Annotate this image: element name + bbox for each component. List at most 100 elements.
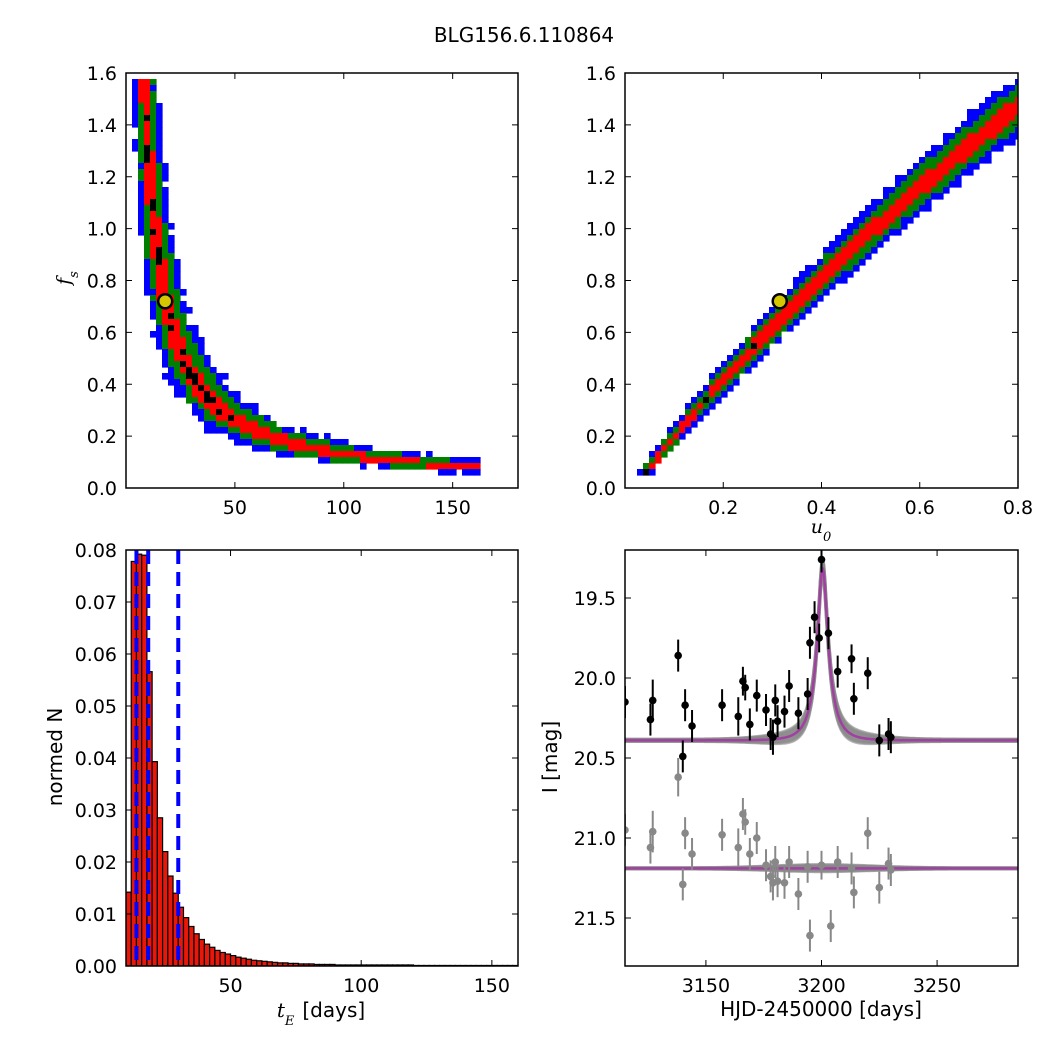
tr-heatmap-cell: [901, 187, 908, 194]
tr-heatmap-cell: [979, 133, 986, 140]
tr-heatmap-cell: [649, 457, 656, 464]
tl-heatmap-cell: [180, 349, 187, 356]
tl-heatmap-cell: [162, 211, 169, 218]
tr-heatmap-cell: [871, 211, 878, 218]
tl-heatmap-cell: [282, 451, 289, 458]
tl-heatmap-cell: [198, 349, 205, 356]
tl-heatmap-cell: [162, 199, 169, 206]
tl-heatmap-cell: [162, 229, 169, 236]
tl-heatmap-cell: [162, 223, 169, 230]
photometry-point: [718, 701, 726, 709]
tl-heatmap-cell: [180, 313, 187, 320]
tr-heatmap-cell: [979, 127, 986, 134]
histogram-bar: [235, 956, 242, 966]
tl-heatmap-cell: [216, 421, 223, 428]
tl-heatmap-cell: [360, 457, 367, 464]
tr-heatmap-cell: [931, 175, 938, 182]
tr-heatmap-cell: [913, 199, 920, 206]
tl-heatmap-cell: [246, 427, 253, 434]
tl-heatmap-cell: [186, 307, 193, 314]
tr-heatmap-cell: [805, 295, 812, 302]
tl-heatmap-cell: [132, 139, 139, 146]
tr-heatmap-cell: [883, 217, 890, 224]
tr-xtick-label: 0.4: [806, 497, 836, 519]
tr-heatmap-cell: [1003, 97, 1010, 104]
tl-heatmap-cell: [222, 427, 229, 434]
tr-heatmap-cell: [763, 313, 770, 320]
fs-axis-label-sub: s: [67, 271, 82, 278]
tr-heatmap-cell: [793, 277, 800, 284]
tl-heatmap-cell: [156, 343, 163, 350]
tr-heatmap-cell: [649, 463, 656, 470]
tl-heatmap-cell: [174, 319, 181, 326]
tr-heatmap-cell: [943, 169, 950, 176]
tl-heatmap-cell: [156, 187, 163, 194]
tl-heatmap-cell: [222, 403, 229, 410]
tl-heatmap-cell: [156, 283, 163, 290]
tr-best-fit-marker: [771, 293, 788, 310]
residual-point: [773, 877, 782, 885]
tr-heatmap-cell: [889, 217, 896, 224]
tl-heatmap-cell: [180, 391, 187, 398]
tr-heatmap-cell: [739, 361, 746, 368]
tl-heatmap-cell: [420, 457, 427, 464]
tl-xtick-label: 50: [223, 497, 247, 519]
tl-heatmap-cell: [360, 451, 367, 458]
tl-heatmap-cell: [132, 109, 139, 116]
tr-heatmap-cell: [739, 349, 746, 356]
tr-heatmap-cell: [997, 139, 1004, 146]
tr-heatmap-cell: [787, 325, 794, 332]
tr-heatmap-cell: [811, 271, 818, 278]
tl-heatmap-cell: [150, 307, 157, 314]
tr-heatmap-cell: [751, 349, 758, 356]
residual-point: [648, 827, 657, 836]
tl-heatmap-cell: [162, 289, 169, 296]
tr-heatmap-cell: [793, 301, 800, 308]
tr-heatmap-cell: [799, 301, 806, 308]
photometry-point: [810, 613, 819, 621]
tl-heatmap-cell: [138, 181, 145, 188]
tr-heatmap-cell: [841, 253, 848, 260]
tr-heatmap-cell: [793, 307, 800, 314]
tr-heatmap-cell: [733, 349, 740, 356]
tr-heatmap-cell: [655, 457, 662, 464]
tl-heatmap-cell: [228, 433, 235, 440]
tl-heatmap-cell: [384, 463, 391, 470]
tr-ytick-label: 1.6: [586, 63, 616, 85]
photometry-point: [752, 691, 761, 700]
tr-heatmap-cell: [931, 151, 938, 158]
tr-heatmap-cell: [931, 163, 938, 170]
tl-heatmap-cell: [384, 451, 391, 458]
tr-heatmap-cell: [841, 247, 848, 254]
tl-heatmap-cell: [390, 463, 397, 470]
tr-heatmap-cell: [817, 283, 824, 290]
bl-xtick-label: 100: [343, 975, 379, 997]
tl-heatmap-cell: [168, 253, 175, 260]
tr-xtick-label: 0.8: [1003, 497, 1033, 519]
tr-heatmap-cell: [889, 229, 896, 236]
tr-heatmap-cell: [691, 421, 698, 428]
tl-heatmap-cell: [210, 373, 217, 380]
tr-heatmap-cell: [889, 205, 896, 212]
tl-heatmap-cell: [138, 85, 145, 92]
tr-heatmap-cell: [955, 145, 962, 152]
tr-heatmap-cell: [955, 169, 962, 176]
tl-heatmap-cell: [168, 271, 175, 278]
tr-heatmap-cell: [703, 391, 710, 398]
tr-heatmap-cell: [751, 343, 758, 350]
tr-heatmap-cell: [859, 229, 866, 236]
tr-heatmap-cell: [703, 403, 710, 410]
tl-heatmap-cell: [348, 451, 355, 458]
tl-heatmap-cell: [150, 253, 157, 260]
tl-heatmap-cell: [162, 331, 169, 338]
u0-axis-label-sub: 0: [823, 530, 831, 545]
tr-heatmap-cell: [697, 415, 704, 422]
tl-heatmap-cell: [150, 217, 157, 224]
tr-heatmap-cell: [943, 187, 950, 194]
tr-heatmap-cell: [637, 469, 644, 476]
tr-heatmap-cell: [817, 259, 824, 266]
photometry-point: [762, 706, 770, 714]
tr-heatmap-cell: [973, 115, 980, 122]
tr-heatmap-cell: [871, 205, 878, 212]
tr-heatmap-cell: [829, 259, 836, 266]
